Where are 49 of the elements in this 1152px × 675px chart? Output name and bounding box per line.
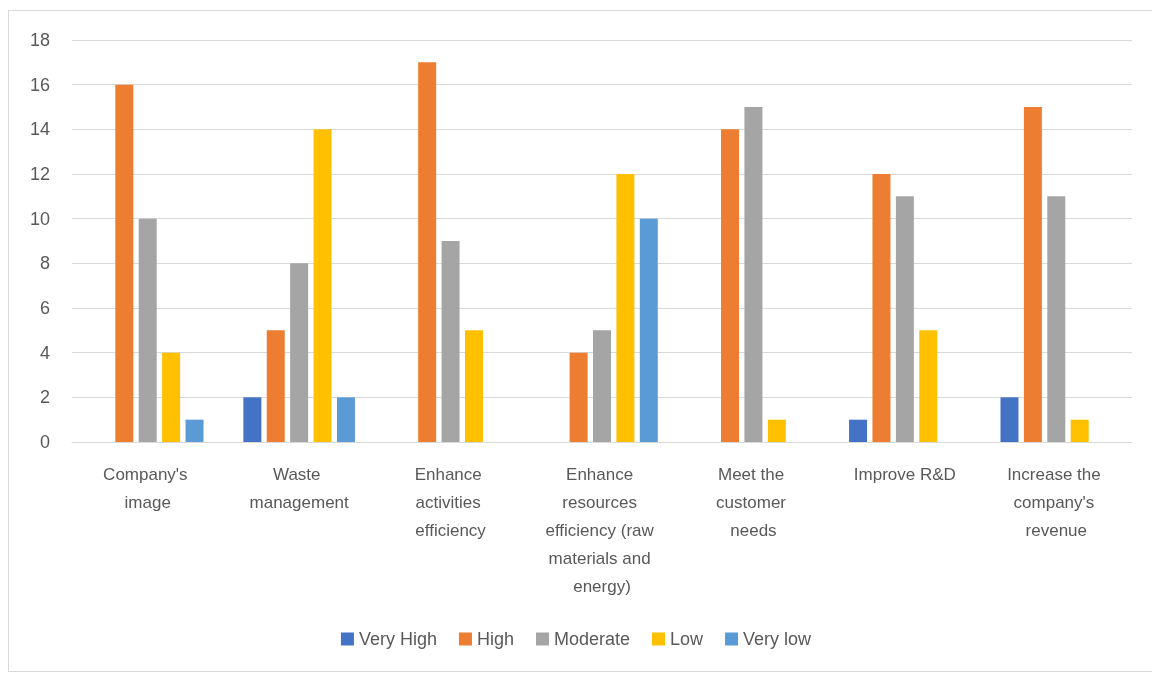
x-tick-label: Enhance resources efficiency (raw materials and energy) (545, 464, 659, 596)
y-tick-label: 6 (39, 298, 50, 318)
bar (162, 352, 181, 442)
legend-label: Very low (743, 629, 813, 649)
legend-label: Very High (358, 629, 437, 649)
bar (290, 263, 309, 442)
x-tick-label: Company's image (103, 464, 193, 512)
x-tick-label: Increase the company's revenue (1007, 464, 1106, 540)
bar (243, 397, 262, 442)
y-tick-label: 16 (29, 74, 50, 95)
bar (767, 419, 786, 442)
bar (138, 218, 157, 442)
bar (1023, 107, 1042, 442)
bar (872, 174, 891, 442)
bar (616, 174, 635, 442)
bar (1000, 397, 1019, 442)
bar (336, 397, 355, 442)
bar (744, 107, 763, 442)
y-tick-label: 18 (29, 30, 50, 50)
x-tick-label: Meet the customer needs (716, 464, 791, 540)
y-tick-label: 2 (39, 387, 50, 408)
bar (849, 419, 868, 442)
bar (115, 84, 134, 442)
bar (266, 330, 285, 442)
bar (418, 62, 437, 442)
bar (895, 196, 914, 442)
x-tick-label: Waste management (249, 464, 350, 512)
bar (569, 352, 588, 442)
y-tick-label: 12 (29, 164, 50, 184)
legend-label: High (476, 629, 514, 649)
y-tick-label: 10 (29, 208, 50, 229)
bar (1070, 419, 1089, 442)
x-tick-label: Improve R&D (853, 464, 956, 484)
bar (639, 218, 658, 442)
bar (919, 330, 938, 442)
bar (441, 241, 460, 442)
bar (1047, 196, 1066, 442)
legend-label: Moderate (553, 629, 631, 649)
bar (464, 330, 483, 442)
bar (721, 129, 740, 442)
y-tick-label: 0 (39, 432, 50, 452)
legend-label: Low (670, 629, 705, 649)
bar (593, 330, 611, 442)
y-tick-label: 14 (29, 119, 50, 140)
bar (185, 419, 204, 442)
y-tick-label: 8 (39, 253, 50, 274)
x-tick-label: Enhance activities efficiency (414, 464, 487, 540)
bar (313, 129, 332, 442)
y-tick-label: 4 (39, 342, 50, 363)
